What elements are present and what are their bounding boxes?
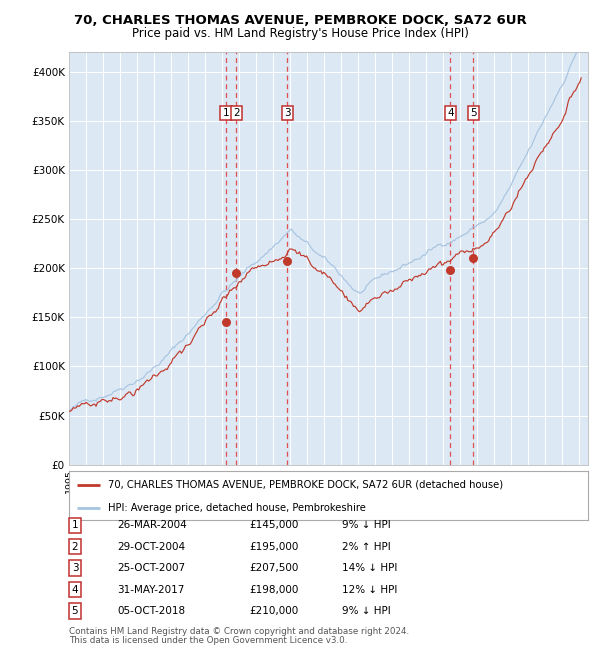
- Text: 5: 5: [470, 108, 476, 118]
- Text: £210,000: £210,000: [249, 606, 298, 616]
- Text: HPI: Average price, detached house, Pembrokeshire: HPI: Average price, detached house, Pemb…: [108, 503, 366, 513]
- Text: 3: 3: [284, 108, 290, 118]
- Text: 05-OCT-2018: 05-OCT-2018: [117, 606, 185, 616]
- Text: 5: 5: [71, 606, 79, 616]
- Text: 9% ↓ HPI: 9% ↓ HPI: [342, 606, 391, 616]
- Text: Contains HM Land Registry data © Crown copyright and database right 2024.: Contains HM Land Registry data © Crown c…: [69, 627, 409, 636]
- Text: £207,500: £207,500: [249, 563, 298, 573]
- Text: 14% ↓ HPI: 14% ↓ HPI: [342, 563, 397, 573]
- Text: 9% ↓ HPI: 9% ↓ HPI: [342, 520, 391, 530]
- Text: 2% ↑ HPI: 2% ↑ HPI: [342, 541, 391, 552]
- Text: 1: 1: [223, 108, 229, 118]
- Text: 29-OCT-2004: 29-OCT-2004: [117, 541, 185, 552]
- Text: 3: 3: [71, 563, 79, 573]
- Text: £145,000: £145,000: [249, 520, 298, 530]
- Text: 2: 2: [71, 541, 79, 552]
- Text: 4: 4: [71, 584, 79, 595]
- Text: 12% ↓ HPI: 12% ↓ HPI: [342, 584, 397, 595]
- Text: 31-MAY-2017: 31-MAY-2017: [117, 584, 184, 595]
- Text: Price paid vs. HM Land Registry's House Price Index (HPI): Price paid vs. HM Land Registry's House …: [131, 27, 469, 40]
- Text: 1: 1: [71, 520, 79, 530]
- Text: £198,000: £198,000: [249, 584, 298, 595]
- Text: This data is licensed under the Open Government Licence v3.0.: This data is licensed under the Open Gov…: [69, 636, 347, 645]
- Text: 25-OCT-2007: 25-OCT-2007: [117, 563, 185, 573]
- Text: 70, CHARLES THOMAS AVENUE, PEMBROKE DOCK, SA72 6UR (detached house): 70, CHARLES THOMAS AVENUE, PEMBROKE DOCK…: [108, 480, 503, 490]
- Text: £195,000: £195,000: [249, 541, 298, 552]
- Text: 2: 2: [233, 108, 239, 118]
- Text: 4: 4: [447, 108, 454, 118]
- Text: 26-MAR-2004: 26-MAR-2004: [117, 520, 187, 530]
- Text: 70, CHARLES THOMAS AVENUE, PEMBROKE DOCK, SA72 6UR: 70, CHARLES THOMAS AVENUE, PEMBROKE DOCK…: [74, 14, 526, 27]
